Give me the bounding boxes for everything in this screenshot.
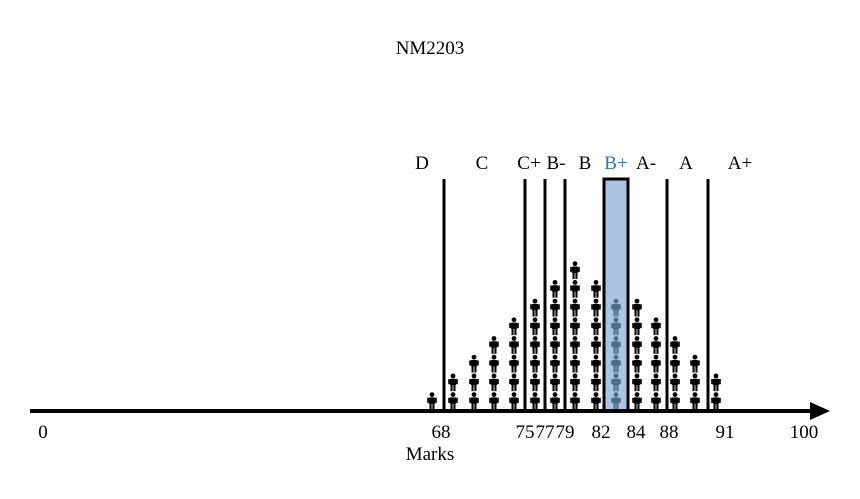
grade-label: A — [679, 153, 693, 174]
person-icon — [591, 317, 601, 336]
person-icon — [469, 392, 479, 410]
grade-label: A+ — [728, 153, 752, 174]
x-tick-label: 91 — [716, 422, 735, 443]
person-icon — [632, 392, 642, 410]
person-icon — [550, 317, 560, 336]
x-tick-label: 82 — [592, 422, 611, 443]
person-icon — [690, 373, 700, 392]
person-icon — [530, 392, 540, 410]
grade-label: A- — [636, 153, 656, 174]
person-icon — [690, 354, 700, 373]
person-icon — [632, 373, 642, 392]
person-icon — [632, 298, 642, 317]
x-tick-label: 79 — [556, 422, 575, 443]
person-icon — [550, 298, 560, 317]
person-icon — [469, 354, 479, 373]
person-icon — [570, 373, 580, 392]
grade-label: B- — [547, 153, 566, 174]
person-icon — [550, 392, 560, 410]
x-tick-label: 84 — [627, 422, 647, 443]
person-icon — [591, 373, 601, 392]
person-icon — [690, 392, 700, 410]
person-icon — [591, 354, 601, 373]
person-icon — [489, 373, 499, 392]
person-icon — [530, 317, 540, 336]
person-icon — [509, 317, 519, 336]
person-icon — [530, 373, 540, 392]
grade-label: C+ — [517, 153, 540, 174]
person-icon — [550, 373, 560, 392]
person-icon — [509, 336, 519, 354]
person-icon — [530, 354, 540, 373]
person-icon — [711, 392, 721, 410]
person-icon — [670, 373, 680, 392]
person-icon — [570, 392, 580, 410]
person-icon — [651, 317, 661, 336]
person-icon — [670, 392, 680, 410]
person-icon — [509, 392, 519, 410]
person-icon — [570, 336, 580, 354]
person-icon — [570, 261, 580, 280]
person-icon — [489, 392, 499, 410]
grade-labels: D C C+ B- B B+ A- A A+ — [415, 153, 752, 174]
person-icon — [591, 392, 601, 410]
x-tick-label: 77 — [536, 422, 555, 443]
person-icon — [448, 392, 458, 410]
student-icons — [427, 261, 721, 410]
chart-title: NM2203 — [396, 38, 465, 59]
person-icon — [670, 336, 680, 354]
person-icon — [651, 354, 661, 373]
grade-label: C — [476, 153, 489, 174]
x-tick-label: 68 — [432, 422, 451, 443]
person-icon — [591, 280, 601, 298]
grade-label: D — [415, 153, 429, 174]
grade-label: B — [579, 153, 592, 174]
person-icon — [550, 336, 560, 354]
person-icon — [711, 373, 721, 392]
person-icon — [632, 354, 642, 373]
x-axis-arrowhead — [810, 402, 830, 420]
person-icon — [591, 336, 601, 354]
person-icon — [651, 392, 661, 410]
person-icon — [489, 354, 499, 373]
person-icon — [489, 336, 499, 354]
person-icon — [651, 336, 661, 354]
person-icon — [570, 280, 580, 298]
person-icon — [651, 373, 661, 392]
x-axis-label: Marks — [406, 444, 455, 465]
x-tick-label: 0 — [38, 422, 48, 443]
person-icon — [570, 298, 580, 317]
person-icon — [427, 392, 437, 410]
person-icon — [530, 298, 540, 317]
person-icon — [550, 354, 560, 373]
person-icon — [469, 373, 479, 392]
x-axis-tick-labels: 0 68 75 77 79 82 84 88 91 100 — [38, 422, 818, 443]
x-tick-label: 75 — [516, 422, 535, 443]
person-icon — [570, 354, 580, 373]
person-icon — [670, 354, 680, 373]
person-icon — [632, 336, 642, 354]
grade-label: B+ — [604, 153, 627, 174]
x-tick-label: 88 — [660, 422, 679, 443]
person-icon — [509, 373, 519, 392]
person-icon — [570, 317, 580, 336]
x-tick-label: 100 — [790, 422, 819, 443]
person-icon — [530, 336, 540, 354]
grade-boundaries — [442, 179, 710, 411]
person-icon — [550, 280, 560, 298]
person-icon — [509, 354, 519, 373]
person-icon — [591, 298, 601, 317]
person-icon — [632, 317, 642, 336]
person-icon — [448, 373, 458, 392]
